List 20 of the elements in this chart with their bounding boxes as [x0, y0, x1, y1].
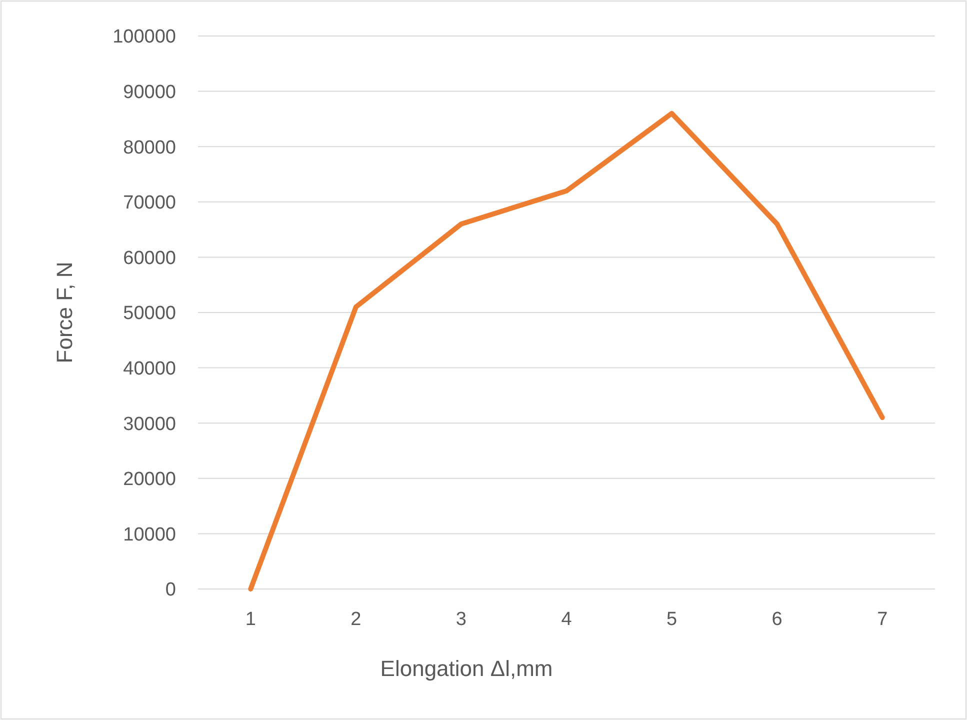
x-tick-label: 5	[666, 609, 678, 630]
x-tick-label: 6	[772, 609, 782, 630]
x-tick-label: 1	[245, 609, 256, 630]
y-tick-label: 80000	[123, 137, 176, 158]
x-tick-label: 4	[561, 609, 572, 630]
x-axis-title: Elongation Δl,mm	[380, 656, 553, 681]
y-tick-label: 60000	[123, 248, 176, 269]
y-tick-label: 70000	[123, 192, 176, 214]
y-tick-label: 50000	[123, 303, 176, 324]
x-tick-label: 2	[350, 609, 362, 630]
x-tick-label: 7	[877, 609, 888, 630]
y-tick-label: 10000	[123, 524, 176, 546]
y-axis-title: Force F, N	[52, 262, 77, 364]
y-tick-label: 0	[165, 580, 176, 601]
y-tick-label: 90000	[123, 82, 176, 103]
y-tick-label: 20000	[123, 469, 176, 490]
x-tick-label: 3	[456, 609, 467, 630]
y-tick-label: 100000	[112, 26, 176, 48]
y-tick-label: 40000	[123, 358, 176, 380]
y-tick-label: 30000	[123, 414, 176, 435]
